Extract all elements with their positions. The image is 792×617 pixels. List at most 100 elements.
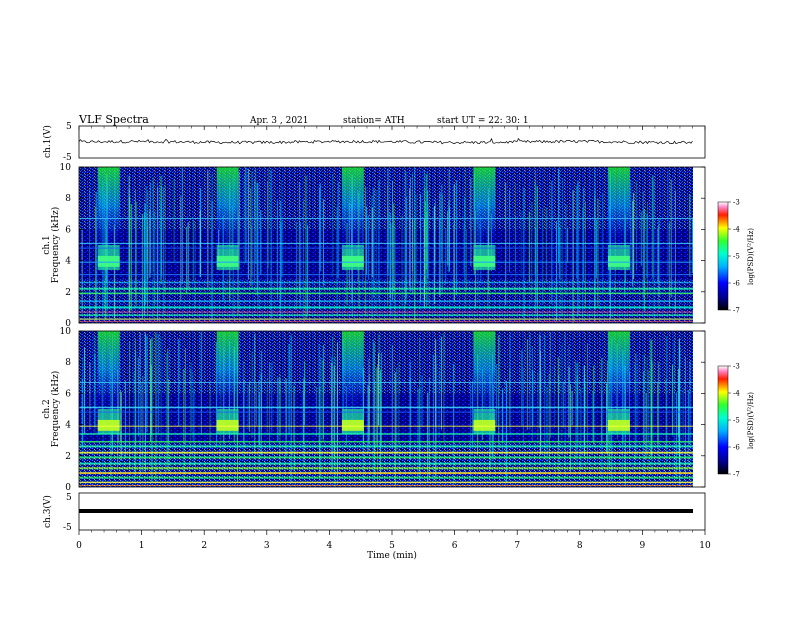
sferic-streak [81, 228, 83, 312]
sferic-streak [665, 378, 667, 449]
ch3-ytick-bottom: -5 [63, 523, 72, 533]
sferic-streak [243, 174, 245, 266]
sferic-streak [380, 352, 382, 448]
sferic-streak [320, 357, 322, 477]
spectral-line [79, 218, 693, 219]
sferic-streak [215, 341, 217, 447]
sferic-streak [595, 219, 597, 279]
sferic-streak [540, 350, 542, 455]
sferic-streak [251, 351, 253, 439]
freq-tick-label: 8 [65, 358, 71, 368]
sferic-streak [556, 220, 557, 321]
sferic-streak [535, 227, 537, 314]
low-band-noise [79, 279, 693, 323]
sferic-streak [520, 211, 522, 278]
ch1-colorbar-ticks: -3 -4 -5 -6 -7 [728, 199, 740, 315]
sferic-streak [401, 215, 403, 307]
sferic-streak [657, 361, 659, 466]
colorbar-tick-label: -6 [733, 280, 740, 288]
sferic-streak [257, 182, 259, 311]
sferic-streak [678, 381, 680, 456]
sferic-streak [119, 389, 121, 442]
sferic-streak [398, 362, 400, 472]
sferic-streak [689, 194, 691, 277]
burst-upper [607, 331, 630, 409]
ch1-colorbar-gradient [717, 201, 729, 311]
ch3-waveform-line [79, 509, 693, 513]
sferic-streak [643, 371, 645, 485]
sferic-streak [651, 339, 653, 471]
sferic-streak [137, 357, 139, 437]
sferic-streak [396, 367, 398, 455]
sferic-streak [193, 389, 195, 466]
sferic-streak [302, 391, 304, 447]
sferic-streak [498, 335, 500, 450]
sferic-streak [304, 361, 306, 425]
ch2-spectrogram-layers [79, 331, 705, 487]
sferic-streak [602, 193, 604, 295]
sferic-streak [391, 224, 393, 268]
sferic-streak [515, 182, 517, 300]
sferic-streak [141, 213, 143, 320]
sferic-streak [652, 362, 654, 449]
sferic-streak [544, 334, 546, 458]
sferic-streak [584, 383, 586, 428]
no-data-strip [693, 331, 705, 487]
sferic-streak [423, 218, 425, 309]
sferic-streak [448, 207, 450, 272]
colorbar-tick-label: -7 [733, 471, 740, 479]
sferic-streak [536, 185, 538, 303]
sferic-streak [173, 178, 175, 262]
sferic-streak [157, 182, 159, 302]
ch2-spectrogram-frame [78, 330, 706, 488]
sferic-streak [128, 175, 130, 313]
sferic-streak [245, 167, 247, 263]
sferic-streak [593, 365, 595, 446]
sferic-streak [377, 364, 379, 484]
sferic-streak [409, 189, 411, 287]
sferic-streak [243, 379, 245, 447]
time-axis-label: Time (min) [367, 550, 417, 561]
upper-band-noise [79, 167, 693, 230]
spectral-line [79, 247, 693, 249]
burst-upper [97, 331, 120, 409]
start-ut-label: start UT = 22: 30: 1 [437, 116, 529, 126]
sferic-streak [181, 167, 183, 284]
sferic-streak [164, 184, 166, 294]
sferic-streak [415, 194, 417, 284]
ch1-waveform-ylabel: ch.1(V) [42, 125, 53, 158]
ch1-ytick-bottom: -5 [63, 153, 72, 163]
sferic-streak [528, 211, 530, 282]
ch1-spectrogram-frame [78, 166, 706, 324]
sferic-streak [567, 227, 569, 263]
ch2-spectrogram-ylabel-bottom: Frequency (kHz) [50, 371, 61, 448]
sferic-streak [135, 201, 137, 307]
sferic-streak [256, 182, 258, 296]
sferic-streak [405, 171, 407, 305]
sferic-streak [303, 199, 305, 323]
time-tick-label: 2 [201, 541, 207, 551]
sferic-streak [336, 206, 338, 316]
time-tick-label: 5 [389, 541, 395, 551]
sferic-streak [331, 362, 333, 475]
freq-tick-label: 0 [65, 319, 71, 329]
sferic-streak [441, 336, 442, 430]
sferic-streak [332, 173, 334, 278]
sferic-streak [151, 337, 153, 482]
freq-tick-label: 8 [65, 194, 71, 204]
sferic-streak [446, 211, 448, 266]
sferic-streak [144, 203, 146, 306]
sferic-streak [378, 353, 380, 426]
sferic-streak [687, 390, 689, 468]
spectral-line [79, 242, 693, 244]
burst-upper [216, 167, 239, 245]
sferic-streak [658, 363, 660, 465]
spectral-line [79, 274, 693, 276]
spectral-line [79, 406, 693, 409]
colorbar-tick-label: -3 [733, 199, 740, 207]
sferic-streak [671, 364, 673, 436]
sferic-streak [135, 351, 137, 476]
ch2-spectrogram-yticks: 10 8 6 4 2 0 [60, 327, 705, 493]
sferic-streak [523, 188, 525, 320]
sferic-streak [642, 191, 644, 299]
